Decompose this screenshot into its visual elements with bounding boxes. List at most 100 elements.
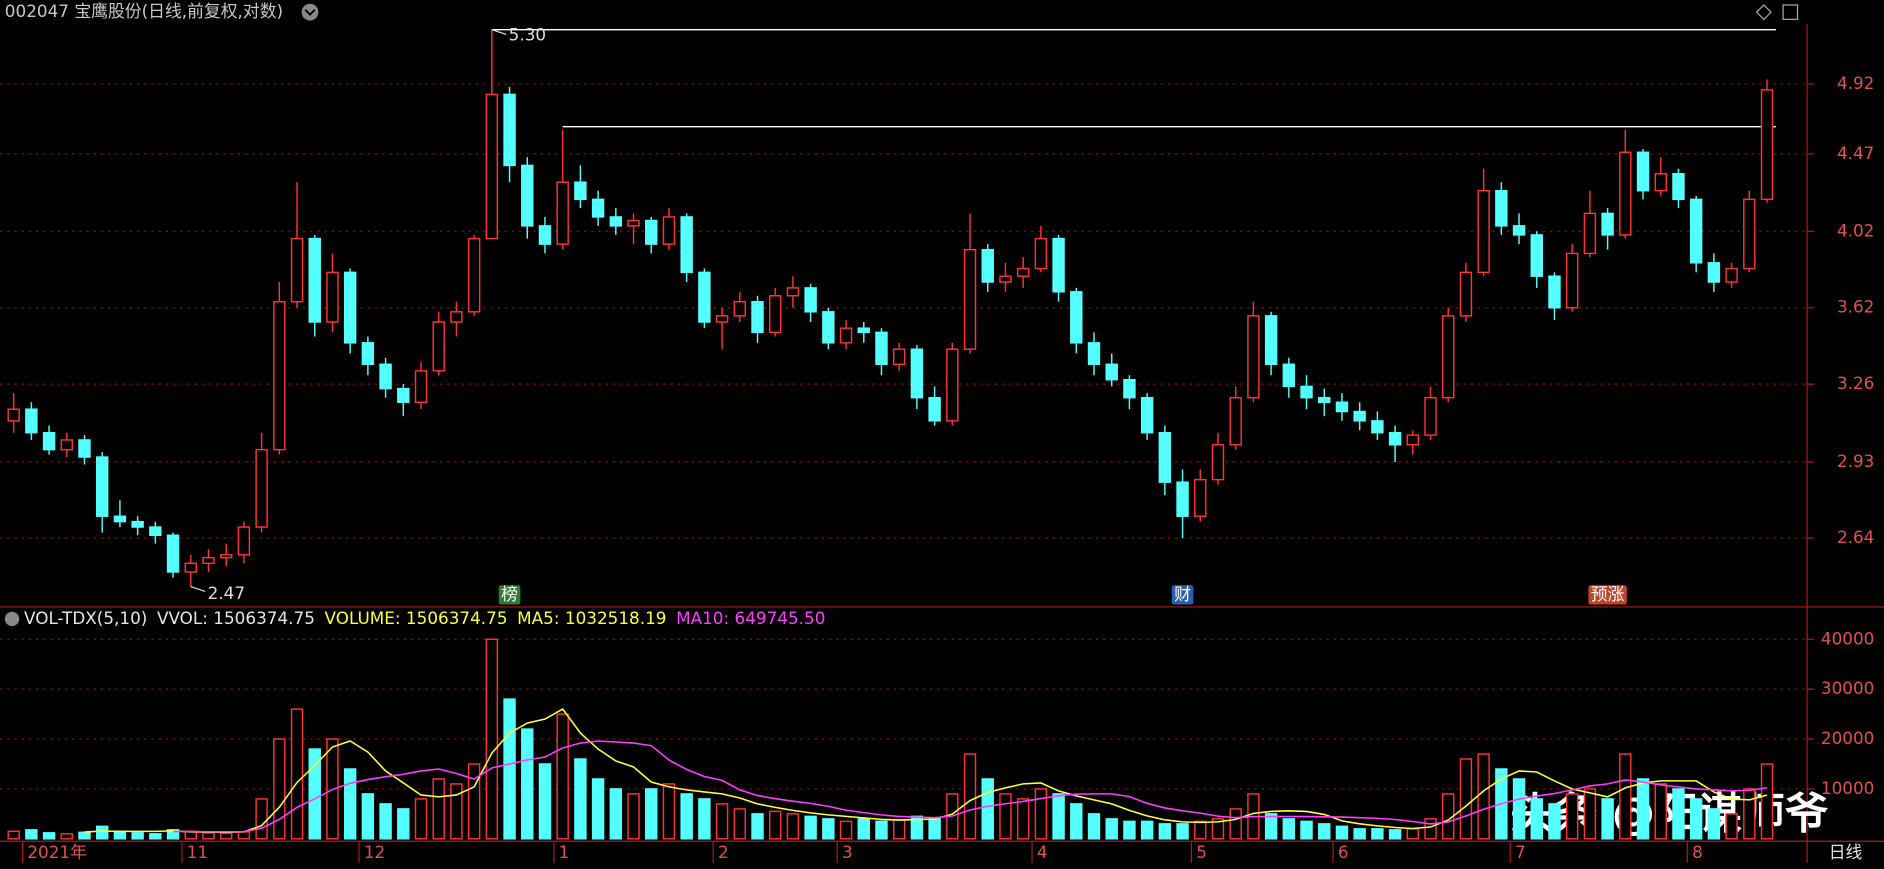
candle-body	[839, 327, 853, 344]
title-menu-arrow	[304, 9, 316, 16]
candle-body	[166, 534, 180, 573]
candle-body	[1300, 385, 1313, 399]
candle-body	[1194, 478, 1207, 517]
volume-bar	[609, 788, 623, 840]
candle-body	[1123, 378, 1136, 399]
volume-bar	[1743, 788, 1756, 840]
candle-body	[326, 271, 339, 323]
y-tick-label: 4.92	[1837, 73, 1874, 93]
candle-body	[1034, 237, 1048, 270]
volume-bar	[715, 803, 729, 840]
event-label: 预涨	[1591, 584, 1625, 604]
candle-body	[1087, 342, 1101, 366]
candle-body	[131, 520, 144, 528]
volume-bar	[1194, 820, 1207, 840]
volume-bar	[839, 820, 853, 840]
volume-bar	[7, 830, 20, 840]
volume-bar	[892, 819, 906, 840]
candle-body	[1140, 396, 1154, 434]
candle-body	[1601, 212, 1614, 236]
volume-bar	[1388, 829, 1402, 840]
candle-body	[645, 219, 658, 245]
x-tick-label: 11	[187, 842, 208, 862]
volume-bar	[804, 815, 817, 840]
volume-bar	[60, 833, 74, 840]
volume-bar	[237, 831, 251, 840]
volume-bar	[1619, 753, 1632, 840]
candle-body	[804, 287, 817, 313]
watermark: 头条 @阳谋师爷	[1510, 790, 1829, 840]
x-tick-label: 2021年	[27, 842, 87, 862]
volume-bar	[1105, 818, 1118, 840]
volume-bar	[1211, 818, 1225, 840]
indicator-readout: VVOL: 1506374.75	[157, 608, 315, 628]
candle-body	[751, 301, 764, 334]
candle-body	[946, 348, 959, 422]
volume-bar	[1477, 753, 1490, 840]
candle-body	[1335, 401, 1349, 413]
volume-bar	[397, 808, 410, 840]
volume-bar	[538, 763, 552, 840]
volume-bar	[1636, 778, 1650, 840]
volume-bar	[1087, 813, 1101, 840]
title-menu-icon[interactable]	[301, 3, 319, 21]
candle-body	[184, 562, 197, 573]
window-icon[interactable]	[1782, 4, 1799, 20]
x-tick-label: 3	[842, 842, 853, 862]
volume-bar	[769, 810, 782, 840]
candle-body	[379, 363, 392, 390]
volume-bar	[1264, 813, 1278, 840]
volume-bar	[113, 830, 127, 840]
candle-body	[219, 554, 233, 559]
volume-bar	[1548, 803, 1561, 840]
candle-body	[343, 271, 357, 344]
volume-bar	[450, 783, 463, 840]
candle-body	[485, 93, 499, 240]
volume-bar	[1583, 788, 1597, 840]
x-tick-label: 6	[1338, 842, 1349, 862]
event-marker	[498, 585, 521, 605]
y-tick-label: 4.02	[1837, 220, 1874, 240]
toggle-icon[interactable]	[1755, 4, 1772, 21]
candle-body	[503, 93, 516, 167]
candle-body	[1530, 234, 1543, 277]
volume-bar	[822, 818, 835, 840]
volume-bar	[1530, 798, 1543, 840]
event-marker	[1171, 585, 1194, 605]
candle-body	[1247, 315, 1260, 399]
volume-bar	[1070, 803, 1083, 840]
volume-bar	[627, 793, 640, 840]
candle-body	[1424, 396, 1437, 436]
annotation-arrow	[491, 29, 507, 36]
candle-body	[414, 370, 428, 403]
volume-bar	[1158, 823, 1172, 840]
candle-body	[1264, 315, 1278, 366]
candle-body	[769, 295, 782, 334]
candle-body	[1689, 198, 1703, 264]
x-tick-label: 7	[1515, 842, 1526, 862]
candle-body	[1512, 225, 1526, 236]
volume-bar	[308, 748, 321, 840]
candle-body	[698, 271, 711, 323]
volume-bar	[1123, 820, 1136, 840]
y-tick-label: 20000	[1821, 728, 1874, 748]
volume-bar	[1016, 798, 1030, 840]
indicator-menu-icon[interactable]	[4, 611, 20, 627]
candle-body	[1495, 189, 1508, 227]
y-tick-label: 2.64	[1837, 527, 1874, 547]
candle-body	[1760, 89, 1774, 201]
volume-bar	[733, 808, 747, 840]
volume-bar	[1335, 825, 1349, 840]
volume-bar	[273, 738, 286, 840]
volume-bar	[1318, 823, 1331, 840]
volume-bar	[1672, 788, 1685, 840]
event-label: 榜	[501, 584, 518, 604]
volume-bar	[1760, 763, 1774, 840]
candle-body	[237, 526, 251, 556]
volume-bar	[485, 638, 499, 840]
indicator-name: VOL-TDX(5,10)	[24, 608, 147, 628]
volume-bar	[1424, 818, 1437, 840]
